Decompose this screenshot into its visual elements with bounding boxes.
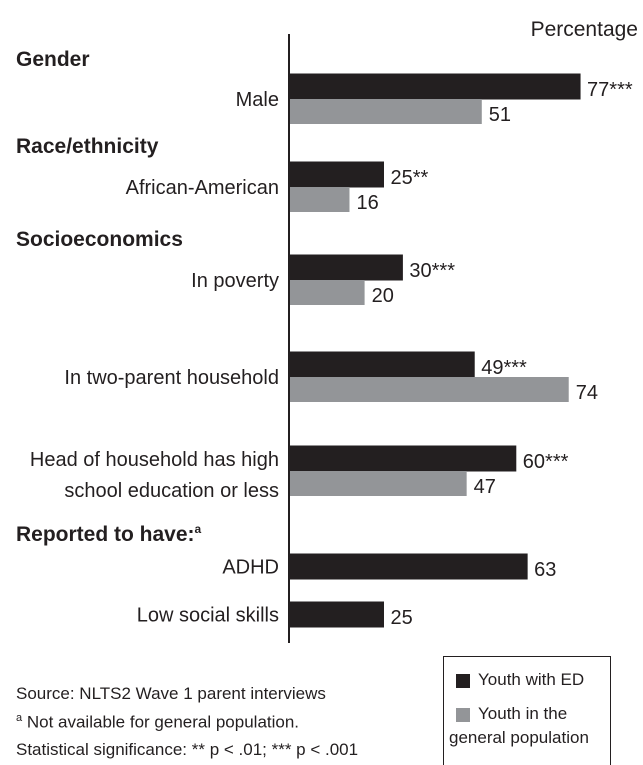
legend-swatch-ed	[456, 674, 470, 688]
data-label: 25**	[391, 167, 429, 189]
legend-label-ed: Youth with ED	[478, 670, 585, 689]
category-label: In poverty	[191, 270, 279, 292]
data-label: 47	[474, 476, 496, 498]
data-label: 49***	[481, 357, 527, 379]
availability-note: a Not available for general population.	[16, 712, 299, 733]
section-title: Gender	[16, 48, 90, 71]
category-label: ADHD	[222, 557, 279, 579]
data-label: 77***	[587, 79, 633, 101]
section-title: Race/ethnicity	[16, 135, 159, 158]
data-label: 60***	[523, 451, 569, 473]
source-note: Source: NLTS2 Wave 1 parent interviews	[16, 684, 326, 703]
data-label: 51	[489, 104, 511, 126]
legend-swatch-general	[456, 708, 470, 722]
significance-note: Statistical significance: ** p < .01; **…	[16, 740, 359, 759]
axis-title: Percentage	[531, 18, 638, 41]
bar-youth-ed	[288, 73, 581, 100]
availability-note-text: Not available for general population.	[22, 712, 300, 732]
category-label: African-American	[126, 177, 279, 199]
bar-youth-ed	[288, 161, 384, 188]
bar-youth-ed	[288, 351, 475, 378]
category-label: school education or less	[64, 480, 279, 502]
category-label: In two-parent household	[64, 367, 279, 389]
section-title: Socioeconomics	[16, 228, 183, 251]
bar-youth-ed	[288, 553, 528, 580]
data-label: 25	[391, 607, 413, 629]
bar-youth-ed	[288, 445, 517, 472]
bar-general-population	[289, 280, 365, 305]
data-label: 74	[576, 382, 598, 404]
data-label: 20	[372, 285, 394, 307]
section-title: Reported to have:a	[16, 522, 202, 546]
data-label: 63	[534, 559, 556, 581]
data-label: 30***	[409, 260, 455, 282]
data-label: 16	[356, 192, 378, 214]
legend: Youth with ED Youth in the general popul…	[443, 656, 611, 765]
bar-youth-ed	[288, 601, 384, 628]
legend-label-general-2: general population	[449, 728, 589, 747]
bar-youth-ed	[288, 254, 403, 281]
category-label: Head of household has high	[30, 449, 279, 471]
bar-general-population	[289, 187, 350, 212]
footnote-marker: a	[16, 712, 23, 724]
category-label: Male	[236, 89, 279, 111]
category-label: Low social skills	[137, 605, 279, 627]
legend-label-general-1: Youth in the	[478, 704, 568, 723]
bar-general-population	[289, 471, 467, 496]
bar-general-population	[289, 99, 482, 124]
bar-general-population	[289, 377, 569, 402]
